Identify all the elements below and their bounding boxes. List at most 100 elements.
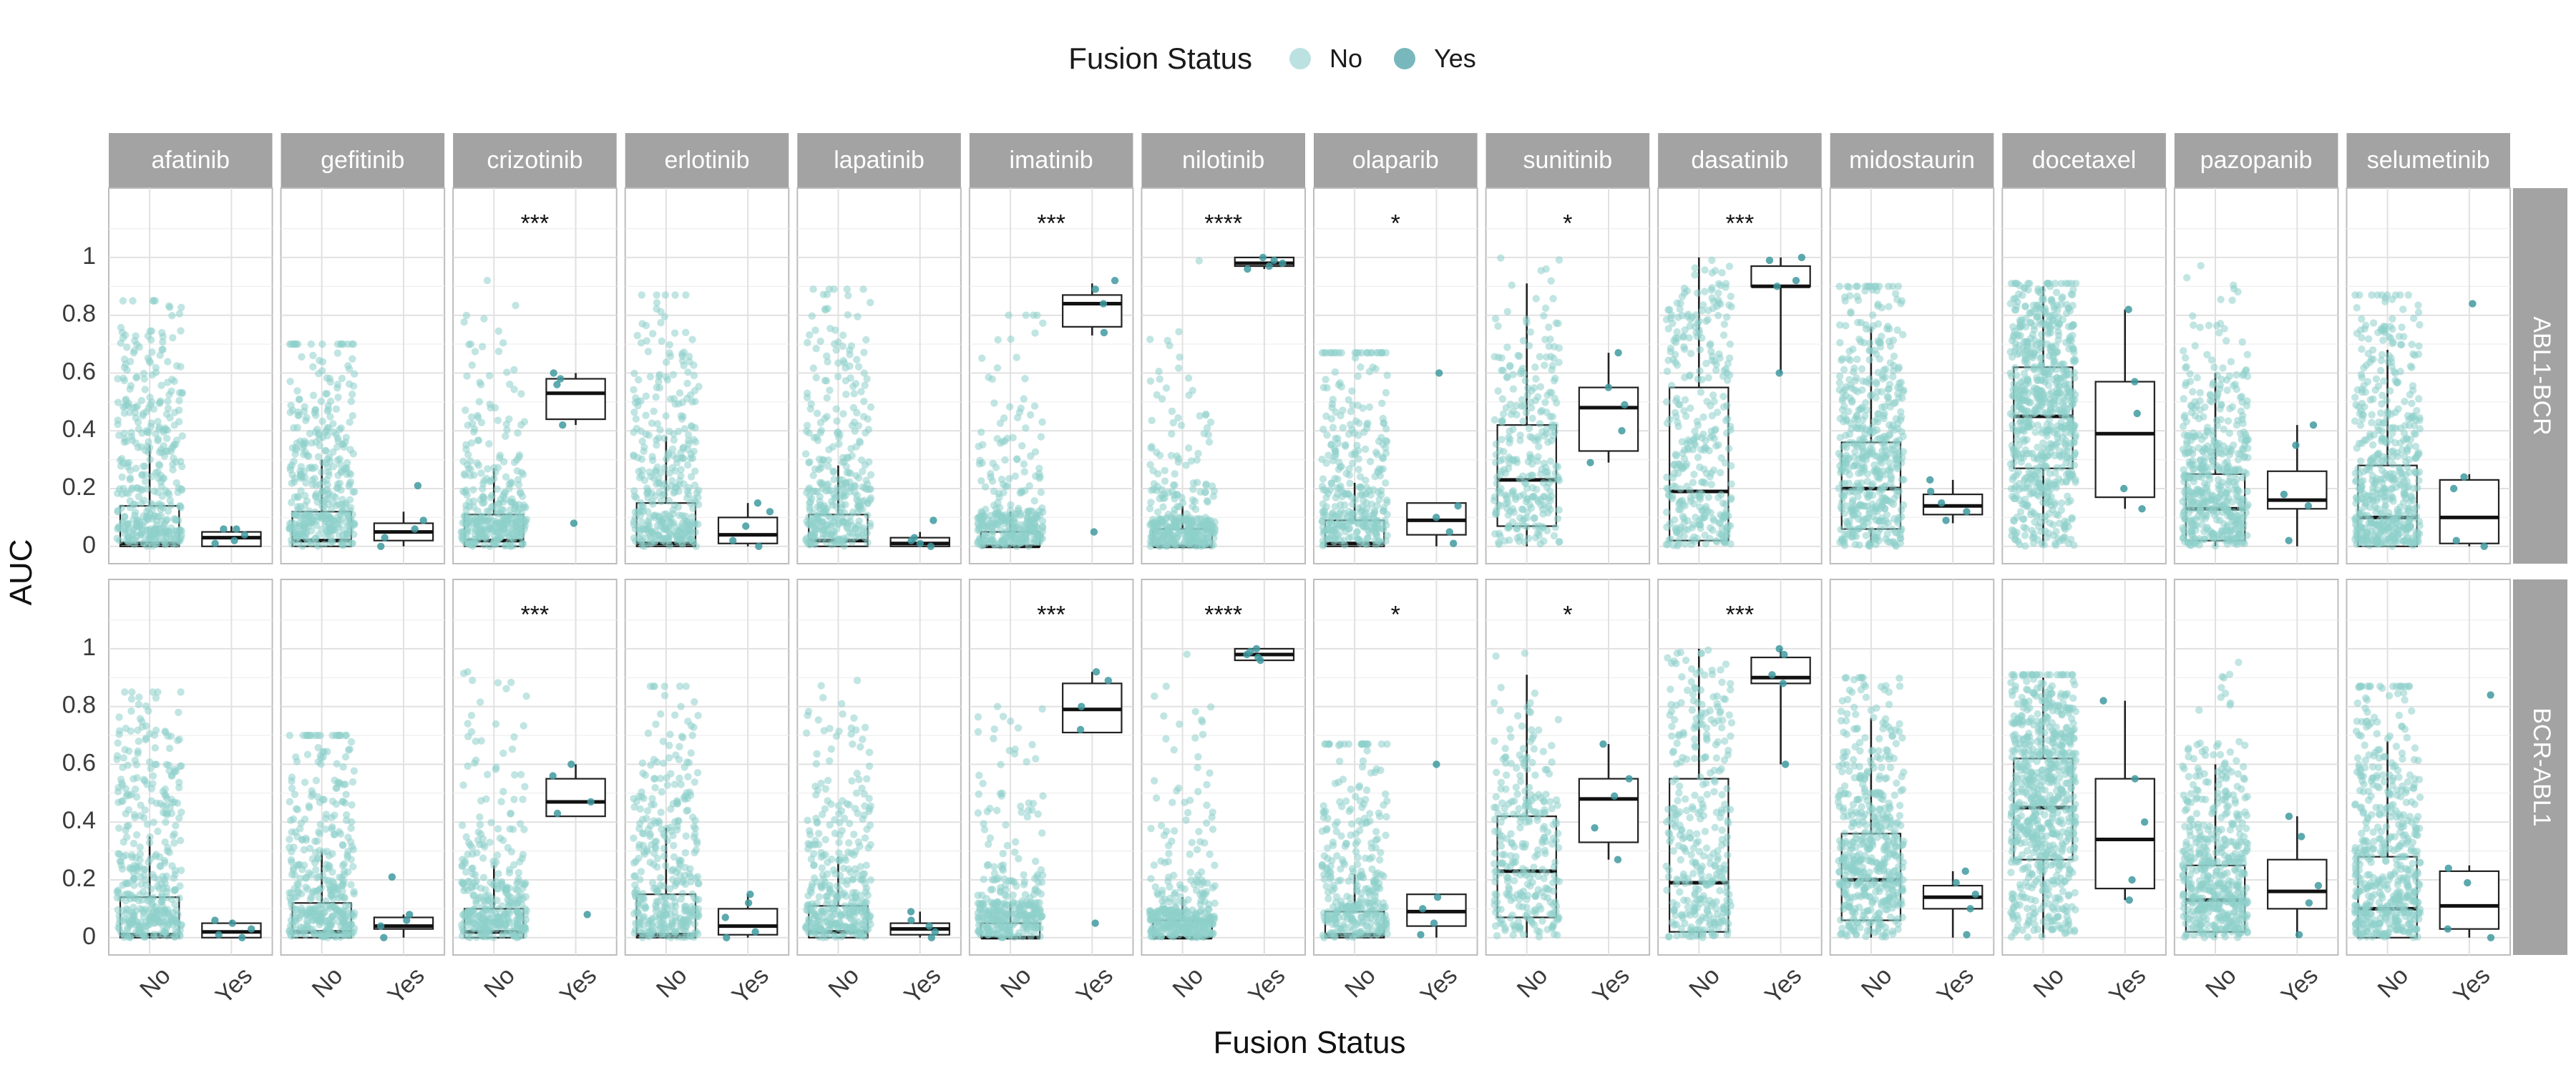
- point-no: [1364, 419, 1372, 427]
- point-no: [1664, 356, 1672, 364]
- point-no: [824, 480, 832, 488]
- point-no: [1541, 398, 1549, 406]
- point-no: [140, 539, 148, 547]
- point-no: [1677, 485, 1684, 493]
- legend-item-no: No: [1289, 44, 1362, 74]
- panel-ABL1-BCR-crizotinib: [452, 187, 618, 564]
- point-no: [1541, 304, 1550, 313]
- point-no: [1378, 399, 1386, 408]
- point-no: [1890, 352, 1898, 361]
- point-no: [1897, 513, 1906, 521]
- point-no: [483, 277, 492, 285]
- point-no: [1177, 421, 1186, 429]
- point-no: [1379, 454, 1387, 463]
- point-no: [2034, 312, 2043, 320]
- point-no: [140, 375, 148, 383]
- point-no: [1700, 446, 1708, 454]
- point-no: [1543, 408, 1551, 416]
- point-no: [2051, 478, 2059, 486]
- point-yes: [1445, 528, 1453, 536]
- point-no: [1696, 367, 1704, 375]
- col-strip-label: nilotinib: [1182, 147, 1264, 174]
- point-no: [132, 464, 140, 472]
- point-no: [2049, 506, 2057, 514]
- point-no: [2008, 526, 2016, 534]
- point-no: [2024, 363, 2031, 371]
- point-yes: [2131, 378, 2139, 386]
- point-no: [1707, 481, 1716, 489]
- point-no: [490, 474, 498, 483]
- point-no: [1679, 333, 1687, 341]
- point-no: [840, 458, 848, 466]
- point-no: [1517, 367, 1526, 375]
- point-no: [163, 378, 172, 386]
- point-no: [1156, 542, 1164, 550]
- point-no: [630, 408, 638, 416]
- point-no: [477, 469, 485, 477]
- point-no: [1375, 437, 1383, 446]
- point-no: [1555, 506, 1563, 514]
- point-no: [1000, 516, 1009, 524]
- point-no: [1882, 366, 1890, 373]
- point-no: [2052, 527, 2060, 536]
- point-no: [1541, 501, 1548, 509]
- point-no: [2016, 378, 2025, 386]
- point-no: [158, 492, 166, 500]
- point-no: [346, 418, 353, 426]
- point-no: [1382, 388, 1390, 397]
- point-no: [169, 443, 177, 451]
- point-no: [166, 413, 174, 422]
- point-no: [2044, 499, 2052, 507]
- point-no: [635, 376, 643, 384]
- point-no: [318, 525, 326, 534]
- point-yes: [2124, 305, 2132, 313]
- point-no: [1184, 444, 1193, 452]
- point-no: [1030, 402, 1039, 410]
- point-no: [1662, 398, 1671, 406]
- point-no: [1702, 359, 1710, 368]
- point-no: [859, 467, 867, 476]
- point-no: [462, 539, 469, 547]
- point-no: [1727, 426, 1735, 434]
- point-no: [2021, 542, 2029, 550]
- point-no: [1362, 541, 1370, 549]
- point-no: [1874, 300, 1882, 308]
- point-no: [828, 536, 836, 544]
- point-no: [337, 340, 345, 348]
- point-no: [1021, 375, 1029, 383]
- point-no: [824, 511, 832, 520]
- point-no: [1671, 351, 1679, 358]
- point-no: [286, 464, 294, 471]
- point-no: [806, 331, 814, 339]
- point-no: [1865, 339, 1874, 347]
- point-no: [1356, 484, 1365, 491]
- point-no: [462, 311, 471, 320]
- point-no: [329, 492, 337, 500]
- point-no: [852, 471, 860, 480]
- point-no: [642, 321, 650, 330]
- point-no: [509, 542, 517, 550]
- point-no: [1883, 530, 1891, 538]
- point-no: [164, 489, 172, 496]
- point-no: [1836, 538, 1844, 547]
- point-yes: [550, 369, 557, 377]
- point-no: [172, 436, 181, 444]
- point-no: [2021, 284, 2029, 293]
- point-no: [1725, 354, 1734, 362]
- x-axis-title: Fusion Status: [1213, 1025, 1405, 1060]
- point-no: [1531, 396, 1540, 405]
- point-no: [1332, 535, 1340, 543]
- point-no: [1727, 494, 1735, 502]
- point-no: [1161, 494, 1169, 502]
- point-no: [1835, 283, 1843, 290]
- point-no: [1676, 401, 1684, 408]
- point-yes: [557, 375, 565, 383]
- point-yes: [916, 539, 924, 547]
- point-yes: [414, 481, 422, 490]
- point-no: [1161, 477, 1169, 485]
- point-no: [1173, 522, 1181, 531]
- point-no: [813, 409, 821, 417]
- point-no: [645, 431, 653, 439]
- point-no: [1873, 426, 1881, 434]
- point-no: [1036, 473, 1044, 481]
